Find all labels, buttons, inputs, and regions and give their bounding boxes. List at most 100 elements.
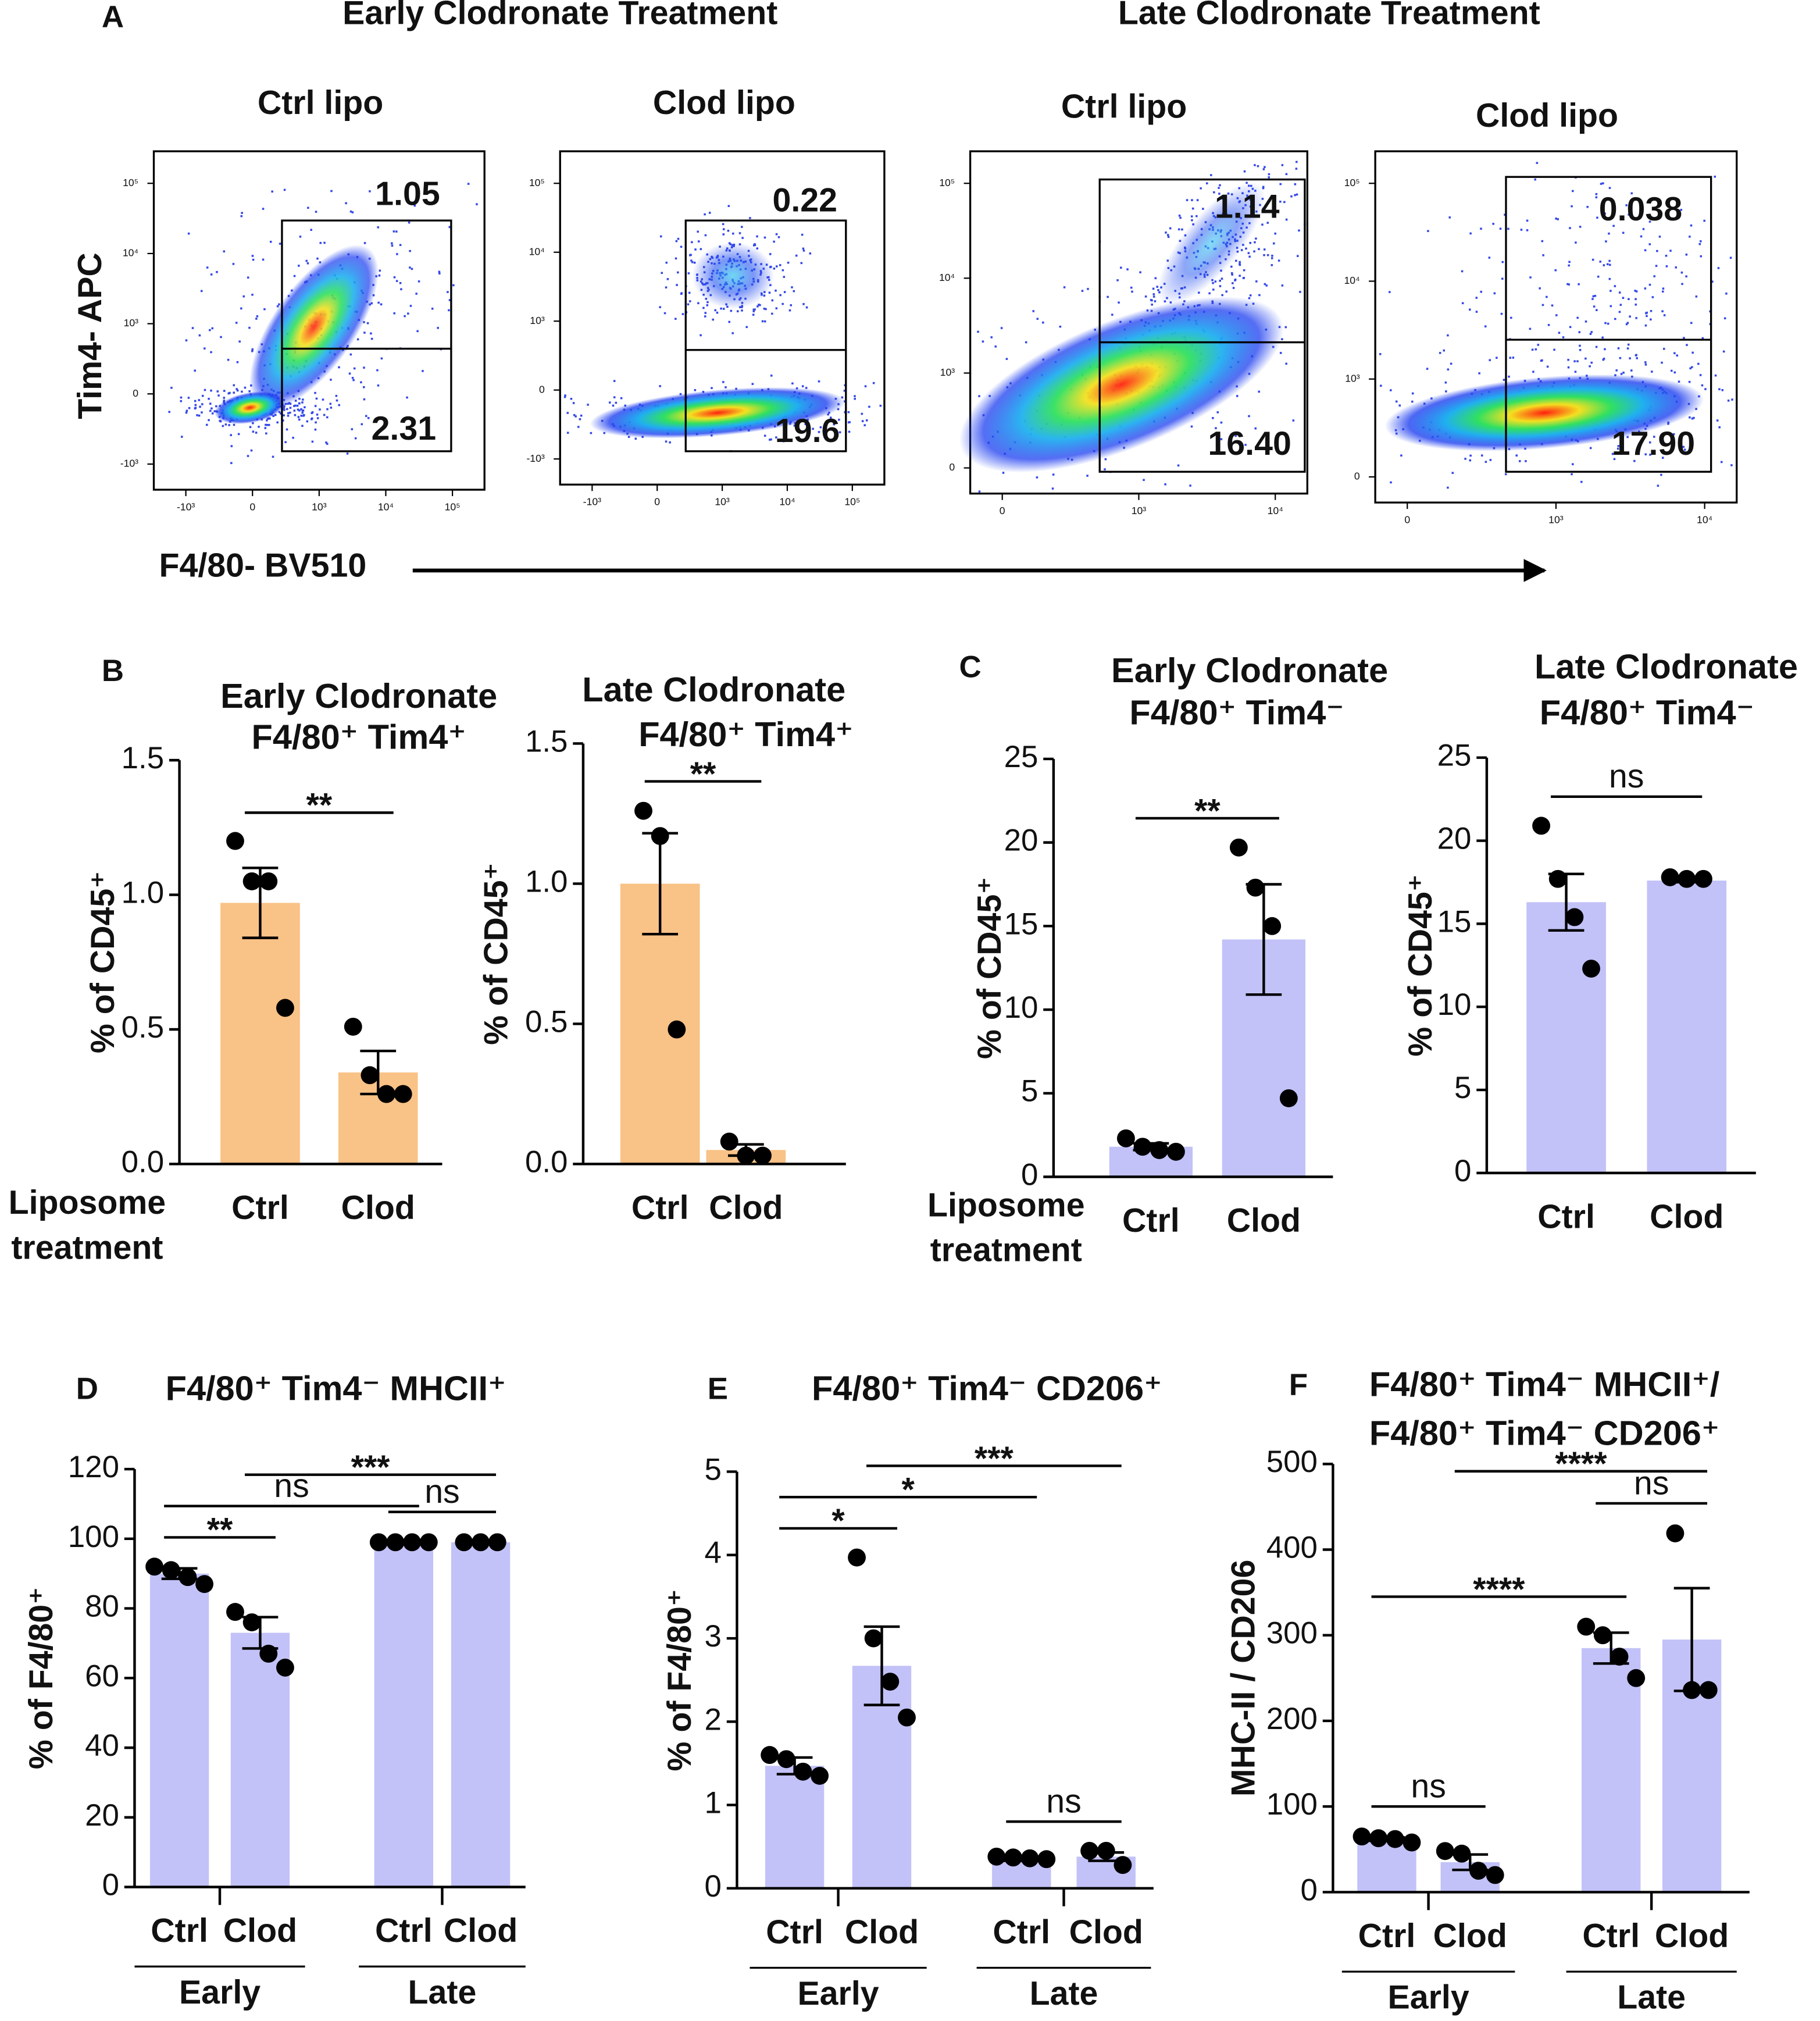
event-dot (1644, 249, 1647, 252)
event-dot (843, 390, 846, 392)
event-dot (681, 313, 684, 315)
event-dot (326, 443, 329, 445)
y-tick-label: 10³ (530, 315, 545, 326)
event-dot (1651, 296, 1654, 298)
event-dot (1248, 415, 1250, 418)
event-dot (1593, 305, 1596, 308)
event-dot (675, 240, 678, 243)
y-tick-label: 1.5 (525, 724, 568, 758)
event-dot (198, 334, 201, 337)
data-point (1577, 1617, 1596, 1636)
event-dot (247, 455, 249, 457)
event-dot (691, 261, 694, 263)
event-dot (1635, 290, 1638, 293)
event-dot (1536, 162, 1539, 164)
data-point (1263, 917, 1282, 935)
event-dot (1557, 218, 1559, 220)
event-dot (1469, 459, 1472, 462)
y-tick-label: 1.0 (122, 876, 165, 910)
event-dot (1656, 249, 1658, 252)
x-tick-label: Ctrl (631, 1189, 689, 1227)
event-dot (741, 237, 744, 239)
event-dot (351, 211, 354, 213)
event-dot (722, 308, 725, 310)
chart-title: F4/80⁺ Tim4⁻ (1540, 693, 1754, 732)
x-tick-label: Ctrl (151, 1912, 208, 1949)
event-dot (1720, 461, 1723, 464)
event-dot (1635, 354, 1637, 357)
event-dot (310, 229, 312, 231)
event-dot (417, 280, 420, 283)
event-dot (1540, 359, 1543, 362)
event-dot (194, 369, 197, 372)
event-dot (1230, 265, 1233, 268)
event-dot (289, 407, 292, 409)
event-dot (1555, 314, 1558, 316)
event-dot (1723, 317, 1726, 320)
event-dot (222, 425, 224, 427)
event-dot (1676, 354, 1678, 357)
event-dot (437, 327, 439, 329)
group-label: Late (1030, 1975, 1098, 2012)
event-dot (868, 405, 870, 408)
event-dot (1152, 293, 1155, 295)
treatment-title: Late Clodronate Treatment (1118, 0, 1540, 32)
event-dot (1542, 254, 1544, 256)
event-dot (1613, 458, 1616, 461)
event-dot (1489, 359, 1491, 361)
event-dot (1032, 310, 1035, 312)
y-tick-label: 0.0 (525, 1145, 568, 1179)
bar (220, 903, 300, 1164)
event-dot (1665, 265, 1668, 268)
event-dot (1700, 240, 1702, 243)
event-dot (1254, 241, 1256, 244)
event-dot (1503, 379, 1505, 381)
event-dot (351, 377, 354, 379)
x-tick-label: Ctrl (1358, 1917, 1416, 1955)
event-dot (1579, 349, 1582, 351)
event-dot (754, 244, 756, 247)
event-dot (1531, 348, 1534, 351)
event-dot (1520, 229, 1523, 231)
event-dot (311, 411, 314, 414)
event-dot (669, 441, 671, 444)
event-dot (1086, 475, 1089, 477)
chart-title: F4/80⁺ Tim4⁺ (252, 718, 466, 757)
event-dot (708, 212, 711, 214)
event-dot (688, 300, 691, 302)
event-dot (756, 235, 758, 238)
event-dot (802, 303, 805, 305)
event-dot (251, 350, 254, 352)
event-dot (1568, 283, 1570, 286)
event-dot (727, 230, 730, 232)
event-dot (775, 436, 777, 439)
event-dot (1614, 285, 1616, 287)
event-dot (1212, 288, 1215, 291)
event-dot (1216, 411, 1219, 414)
y-tick-label: 20 (85, 1798, 119, 1833)
y-tick-label: 15 (1004, 907, 1039, 941)
event-dot (722, 223, 725, 226)
event-dot (1499, 227, 1502, 230)
event-dot (1484, 325, 1487, 327)
event-dot (704, 213, 706, 216)
data-point (754, 1146, 772, 1165)
event-dot (216, 390, 219, 393)
event-dot (1154, 300, 1157, 302)
event-dot (301, 401, 304, 404)
event-dot (1519, 460, 1521, 462)
event-dot (1220, 438, 1223, 440)
event-dot (1608, 232, 1610, 235)
y-tick-label: 100 (68, 1520, 119, 1554)
bar (230, 1633, 290, 1887)
event-dot (574, 415, 577, 418)
event-dot (266, 423, 269, 426)
event-dot (704, 315, 706, 318)
event-dot (411, 268, 413, 270)
event-dot (1605, 240, 1607, 243)
event-dot (1154, 277, 1157, 280)
event-dot (1063, 286, 1066, 288)
event-dot (204, 388, 206, 391)
y-tick-label: -10³ (526, 452, 544, 464)
x-tick-label: Ctrl (1537, 1198, 1595, 1235)
